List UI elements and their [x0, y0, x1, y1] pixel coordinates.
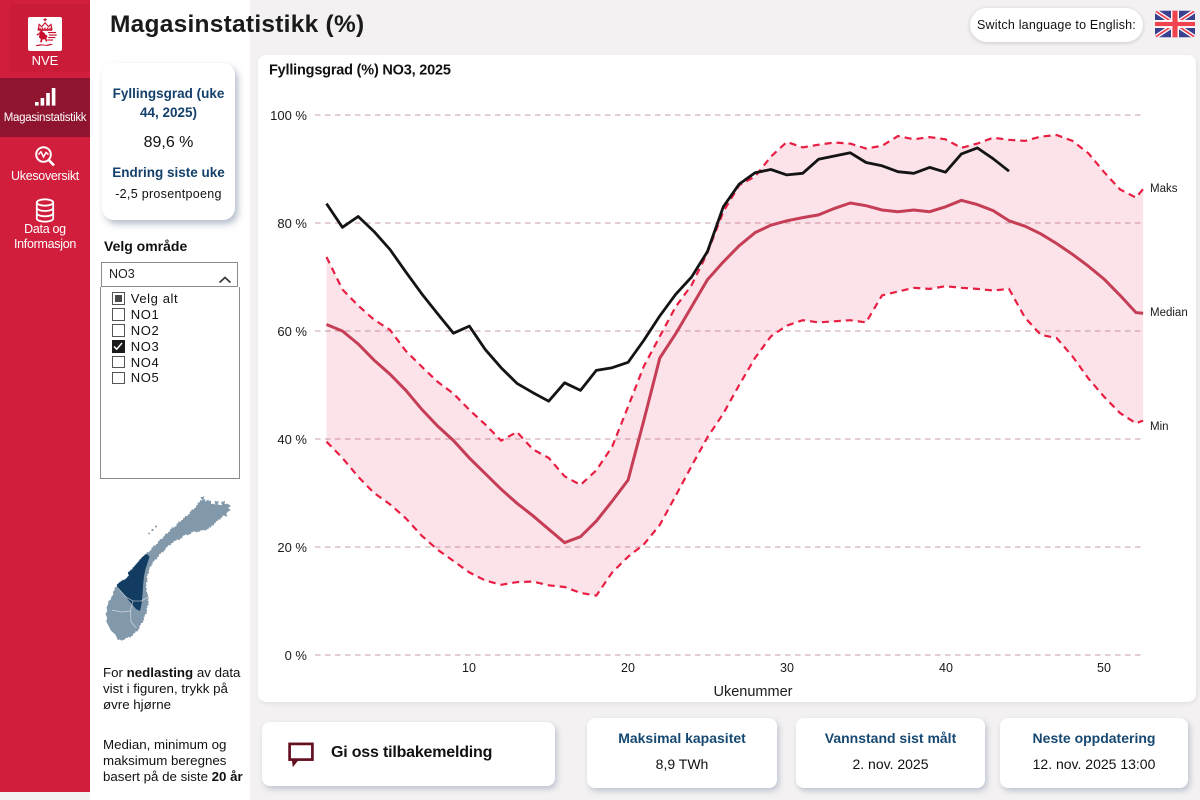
svg-text:80 %: 80 %	[277, 216, 307, 231]
svg-text:50: 50	[1097, 661, 1111, 675]
svg-text:Min: Min	[1150, 421, 1169, 433]
svg-text:60 %: 60 %	[277, 324, 307, 339]
svg-text:30: 30	[780, 661, 794, 675]
svg-text:100 %: 100 %	[270, 108, 307, 123]
svg-text:40: 40	[939, 661, 953, 675]
svg-text:Median: Median	[1150, 307, 1188, 319]
svg-text:20 %: 20 %	[277, 540, 307, 555]
svg-text:10: 10	[462, 661, 476, 675]
svg-text:40 %: 40 %	[277, 432, 307, 447]
svg-text:Fyllingsgrad (%) NO3, 2025: Fyllingsgrad (%) NO3, 2025	[269, 63, 451, 79]
svg-text:0 %: 0 %	[285, 648, 308, 663]
svg-text:Maks: Maks	[1150, 183, 1178, 195]
svg-text:20: 20	[621, 661, 635, 675]
svg-text:Ukenummer: Ukenummer	[714, 684, 793, 700]
